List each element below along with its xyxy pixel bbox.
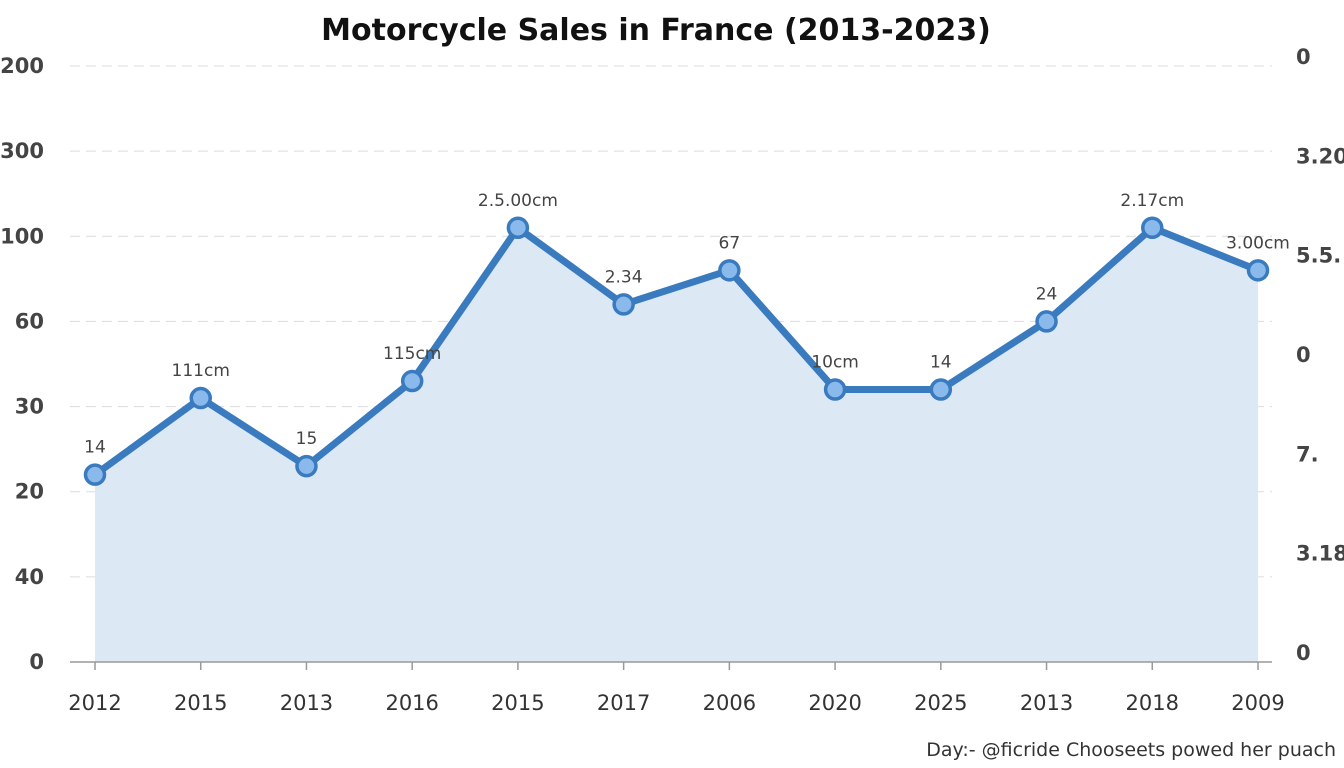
y-tick-label: 200 [0,54,44,78]
data-label: 3.00cm [1226,233,1290,253]
x-tick-label: 2006 [703,691,756,715]
area-fill [95,227,1258,663]
y-right-tick-label: 3.18 [1296,542,1344,566]
y-right-tick-label: 3.20 [1296,144,1344,168]
data-point [1246,259,1270,282]
y-axis-right: 0 3.20 5.5. 0 7. 3.18 0 [1296,45,1344,665]
y-right-tick-label: 0 [1296,641,1311,665]
y-right-tick-label: 0 [1296,45,1311,69]
y-tick-label: 0 [29,650,44,674]
data-label: 2.17cm [1120,191,1184,211]
data-label: 2.5.00cm [478,191,558,211]
data-point [189,386,212,410]
x-tick-label: 2013 [280,691,333,715]
data-label: 111cm [172,361,230,381]
y-axis-left: 200 300 100 60 30 20 40 0 [0,54,44,674]
y-tick-label: 300 [0,139,44,163]
data-label: 10cm [811,353,859,373]
data-label: 115cm [383,344,441,364]
data-point [506,216,530,240]
x-tick-label: 2009 [1231,691,1284,715]
data-point [718,259,741,282]
data-point [83,463,107,486]
data-point [1141,216,1164,240]
data-point [1035,310,1058,333]
data-label: 14 [84,438,106,458]
x-tick-label: 2025 [914,691,967,715]
y-right-tick-label: 0 [1296,343,1311,367]
data-label: 14 [930,353,952,373]
data-label: 67 [719,233,741,253]
data-point [929,378,953,401]
y-tick-label: 20 [15,480,44,504]
y-tick-label: 60 [15,309,44,333]
data-label: 2.34 [605,267,643,287]
y-right-tick-label: 7. [1296,442,1319,466]
y-tick-label: 30 [15,395,44,419]
x-axis-ticks: 2012 2015 2013 2016 2015 2017 2006 2020 2025 2013… [68,662,1285,715]
data-point [400,369,424,393]
y-tick-label: 100 [0,224,44,248]
chart-title: Motorcycle Sales in France (2013-2023) [321,13,991,48]
y-tick-label: 40 [15,565,44,589]
data-label: 15 [296,429,318,449]
source-note: Day:- @ficride Chooseets powed her puach [926,739,1336,761]
x-tick-label: 2015 [491,691,544,715]
series-line [91,224,1262,479]
data-point [823,378,847,401]
x-tick-label: 2013 [1020,691,1073,715]
data-point [612,293,635,316]
x-tick-label: 2018 [1126,691,1179,715]
data-point [295,454,318,478]
x-tick-label: 2015 [174,691,227,715]
data-labels: 14 111cm 15 115cm 2.5.00cm 2.34 67 10cm 14 24 2.17… [84,191,1290,458]
data-points [83,216,1270,486]
x-tick-label: 2020 [808,691,861,715]
y-right-tick-label: 5.5. [1296,244,1341,268]
x-tick-label: 2012 [68,691,121,715]
x-tick-label: 2016 [385,691,438,715]
x-tick-label: 2017 [597,691,650,715]
data-label: 24 [1036,284,1058,304]
